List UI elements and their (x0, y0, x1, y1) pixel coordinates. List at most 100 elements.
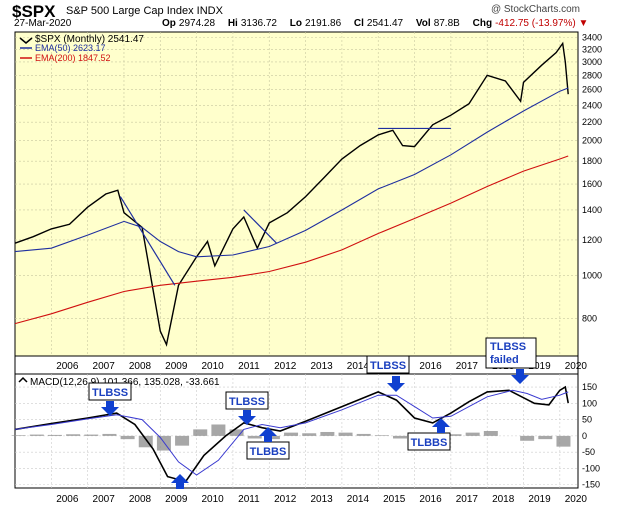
price-y-axis: 800 1000 1200 1400 1600 1800 2000 2200 2400 2600 2… (582, 33, 602, 324)
chart-header: $SPX S&P 500 Large Cap Index INDX @ Stoc… (0, 0, 620, 32)
price-y-tick-label: 1000 (582, 270, 602, 280)
ema200-legend-label: EMA(200) 1847.52 (35, 53, 111, 63)
macd-x-tick-label: 2010 (201, 494, 224, 505)
high-label: Hi (227, 18, 238, 29)
price-lines (14, 41, 569, 347)
arrow-up-icon (171, 474, 189, 489)
macd-x-tick-label: 2007 (93, 494, 116, 505)
macd-histogram-bar (556, 435, 571, 447)
low-value: 2191.86 (304, 18, 342, 29)
macd-histogram-bar (102, 433, 117, 436)
arrow-down-icon (511, 369, 529, 384)
tlbss-2008-callout: TLBSS (88, 382, 132, 416)
price-y-tick-label: 3000 (582, 57, 602, 67)
price-x-tick-label: 2012 (274, 361, 297, 372)
macd-y-tick-label: 100 (582, 398, 597, 408)
symbol-name: S&P 500 Large Cap Index INDX (66, 5, 223, 17)
macd-x-tick-label: 2019 (528, 494, 551, 505)
macd-y-tick-label: -150 (582, 480, 600, 490)
tlbss-2008-box (88, 382, 132, 401)
price-y-tick-label: 2400 (582, 100, 602, 110)
tlbss-failed-box (485, 337, 537, 369)
arrow-down-icon (238, 410, 256, 425)
macd-histogram-bar (265, 435, 280, 440)
price-y-tick-label: 1400 (582, 205, 602, 215)
macd-histogram-bar (138, 435, 153, 448)
tlbbs-2016-box (407, 432, 451, 451)
price-x-tick-label: 2020 (565, 361, 588, 372)
macd-histogram-bar (193, 429, 208, 436)
price-x-tick-label: 2007 (93, 361, 116, 372)
macd-y-tick-label: -50 (582, 447, 595, 457)
high-value: 3136.72 (240, 18, 277, 29)
macd-x-tick-label: 2011 (238, 494, 260, 505)
price-y-tick-label: 2000 (582, 136, 602, 146)
tlbss-2015-box (366, 355, 410, 374)
macd-x-tick-label: 2018 (492, 494, 515, 505)
price-x-tick-label: 2008 (129, 361, 152, 372)
macd-lines (14, 385, 569, 483)
macd-histogram-bar (302, 433, 317, 436)
macd-histogram-bar (29, 434, 44, 436)
macd-y-tick-label: 50 (582, 415, 592, 425)
tlbbs-2012-label: TLBBS (250, 446, 287, 458)
tlbss-failed-label-2: failed (490, 354, 519, 366)
tlbbs-2016-label: TLBBS (411, 437, 448, 449)
price-legend: $SPX (Monthly) 2541.47 EMA(50) 2623.17 E… (19, 34, 144, 63)
macd-histogram-bar (47, 434, 62, 436)
tlbss-2008-label: TLBSS (92, 387, 128, 399)
tlbss-2011-label: TLBSS (229, 396, 265, 408)
macd-x-tick-label: 2015 (383, 494, 406, 505)
price-x-tick-label: 2016 (419, 361, 442, 372)
tlbbs-2012-callout: TLBBS (246, 427, 290, 460)
down-arrow-icon: ▼ (578, 18, 589, 29)
macd-histogram-bar (211, 424, 226, 436)
close-value: 2541.47 (366, 18, 404, 29)
arrow-up-icon (432, 418, 450, 433)
chg-label: Chg (472, 18, 493, 29)
macd-line (14, 385, 569, 483)
macd-histogram-bar (393, 435, 408, 439)
macd-histogram-bar (447, 434, 462, 436)
macd-y-tick-label: 0 (582, 431, 587, 441)
macd-histogram-bar (356, 433, 371, 436)
watermark: @ StockCharts.com (490, 4, 580, 15)
chg-value: -412.75 (-13.97%) (495, 18, 576, 29)
price-line (14, 41, 569, 347)
tlbss-2011-callout: TLBSS (225, 391, 269, 425)
symbol-title: $SPX (12, 2, 56, 21)
arrow-down-icon (387, 376, 405, 392)
macd-histogram-bar (465, 432, 480, 436)
macd-histogram-bar (120, 435, 135, 440)
low-label: Lo (289, 18, 302, 29)
macd-x-tick-label: 2014 (347, 494, 370, 505)
price-legend-swatch (19, 37, 33, 44)
tlbss-2015-label: TLBSS (370, 360, 406, 372)
arrow-up-icon (259, 427, 277, 442)
macd-y-tick-label: 150 (582, 382, 597, 392)
macd-y-tick-label: -100 (582, 463, 600, 473)
macd-histogram-bar (320, 431, 335, 436)
macd-histogram-bar (229, 429, 244, 436)
open-value: 2974.28 (178, 18, 216, 29)
vol-label: Vol (415, 18, 431, 29)
tlbss-2011-box (225, 391, 269, 410)
ema50-line (14, 87, 569, 258)
price-x-tick-label: 2017 (456, 361, 479, 372)
macd-histogram-bar (374, 435, 389, 436)
price-x-tick-label: 2009 (165, 361, 188, 372)
macd-histogram-bar (11, 435, 26, 436)
vol-value: 87.8B (433, 18, 460, 29)
macd-x-tick-label: 2008 (129, 494, 152, 505)
price-x-tick-label: 2006 (56, 361, 79, 372)
price-y-tick-label: 800 (582, 314, 597, 324)
tlbss-failed-2018-callout: TLBSS failed (485, 337, 537, 384)
macd-x-tick-label: 2016 (419, 494, 442, 505)
macd-x-axis: 2006 2007 2008 2009 2010 2011 2012 2013 2014 2015… (56, 494, 587, 505)
price-y-tick-label: 2200 (582, 117, 602, 127)
price-panel (14, 31, 579, 357)
macd-histogram-bar (483, 431, 498, 436)
price-y-tick-label: 2600 (582, 85, 602, 95)
price-x-tick-label: 2011 (238, 361, 260, 372)
